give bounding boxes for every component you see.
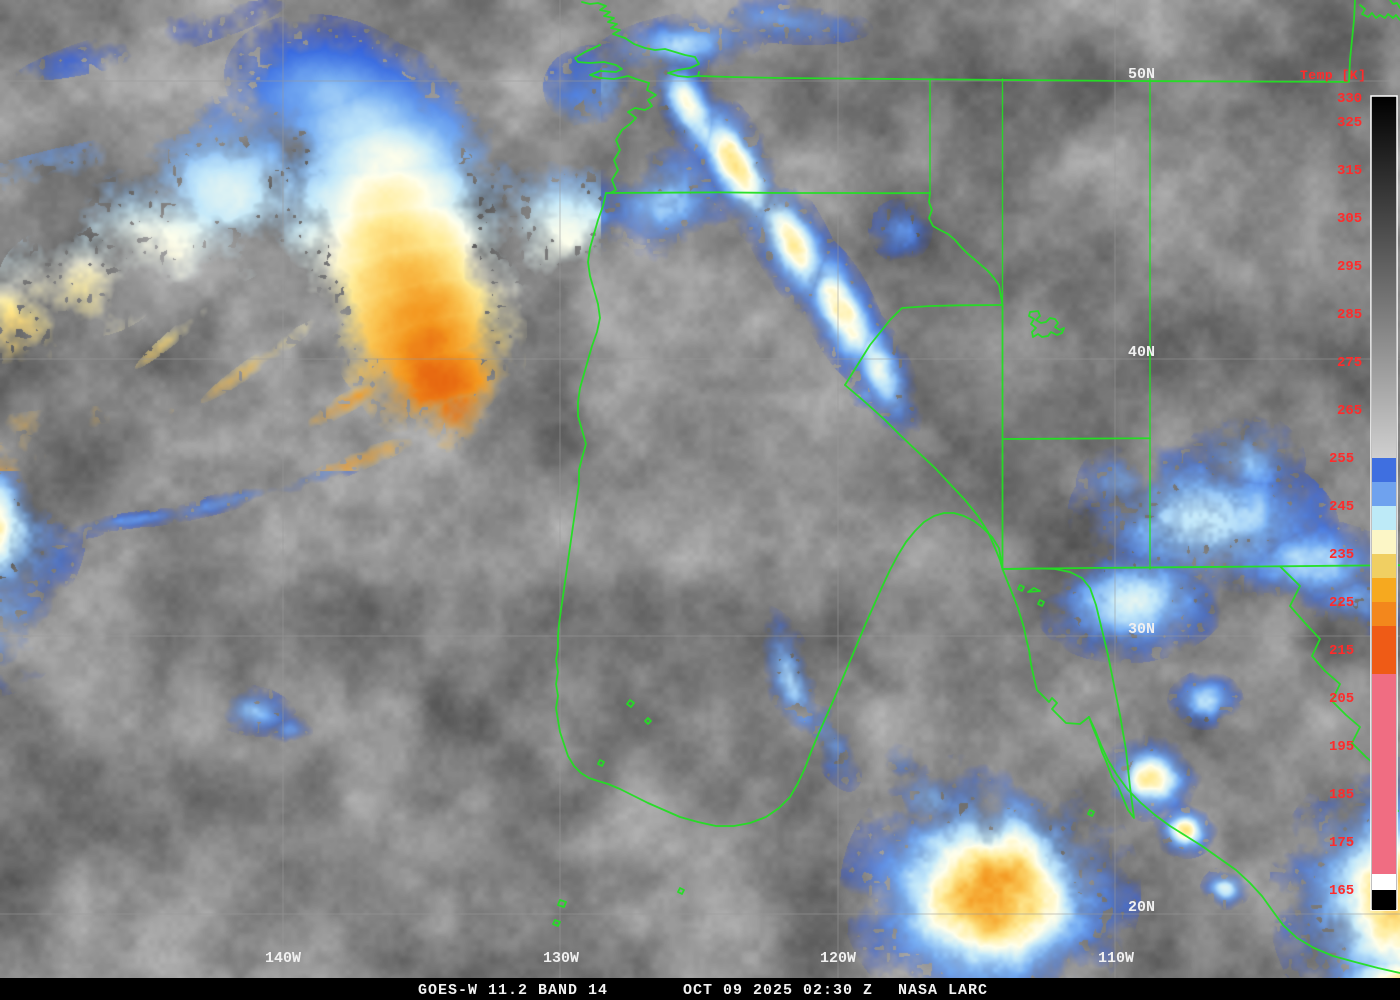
svg-text:110W: 110W (1098, 950, 1134, 967)
svg-text:295: 295 (1337, 259, 1362, 275)
svg-text:215: 215 (1329, 643, 1354, 659)
svg-text:225: 225 (1329, 595, 1354, 611)
svg-text:GOES-W 11.2 BAND 14: GOES-W 11.2 BAND 14 (418, 982, 608, 999)
svg-text:NASA LARC: NASA LARC (898, 982, 988, 999)
svg-text:255: 255 (1329, 451, 1354, 467)
svg-text:165: 165 (1329, 883, 1354, 899)
svg-text:175: 175 (1329, 835, 1354, 851)
svg-text:120W: 120W (820, 950, 856, 967)
svg-text:50N: 50N (1128, 66, 1155, 83)
svg-text:20N: 20N (1128, 899, 1155, 916)
svg-text:330: 330 (1337, 91, 1362, 107)
svg-text:265: 265 (1337, 403, 1362, 419)
svg-text:40N: 40N (1128, 344, 1155, 361)
svg-text:30N: 30N (1128, 621, 1155, 638)
svg-text:285: 285 (1337, 307, 1362, 323)
svg-text:Temp [K]: Temp [K] (1300, 68, 1366, 83)
svg-text:140W: 140W (265, 950, 301, 967)
svg-text:205: 205 (1329, 691, 1354, 707)
svg-text:130W: 130W (543, 950, 579, 967)
svg-text:245: 245 (1329, 499, 1354, 515)
svg-text:305: 305 (1337, 211, 1362, 227)
svg-text:275: 275 (1337, 355, 1362, 371)
svg-text:325: 325 (1337, 115, 1362, 131)
svg-text:OCT 09 2025 02:30 Z: OCT 09 2025 02:30 Z (683, 982, 873, 999)
svg-text:195: 195 (1329, 739, 1354, 755)
svg-text:235: 235 (1329, 547, 1354, 563)
svg-text:315: 315 (1337, 163, 1362, 179)
svg-text:185: 185 (1329, 787, 1354, 803)
